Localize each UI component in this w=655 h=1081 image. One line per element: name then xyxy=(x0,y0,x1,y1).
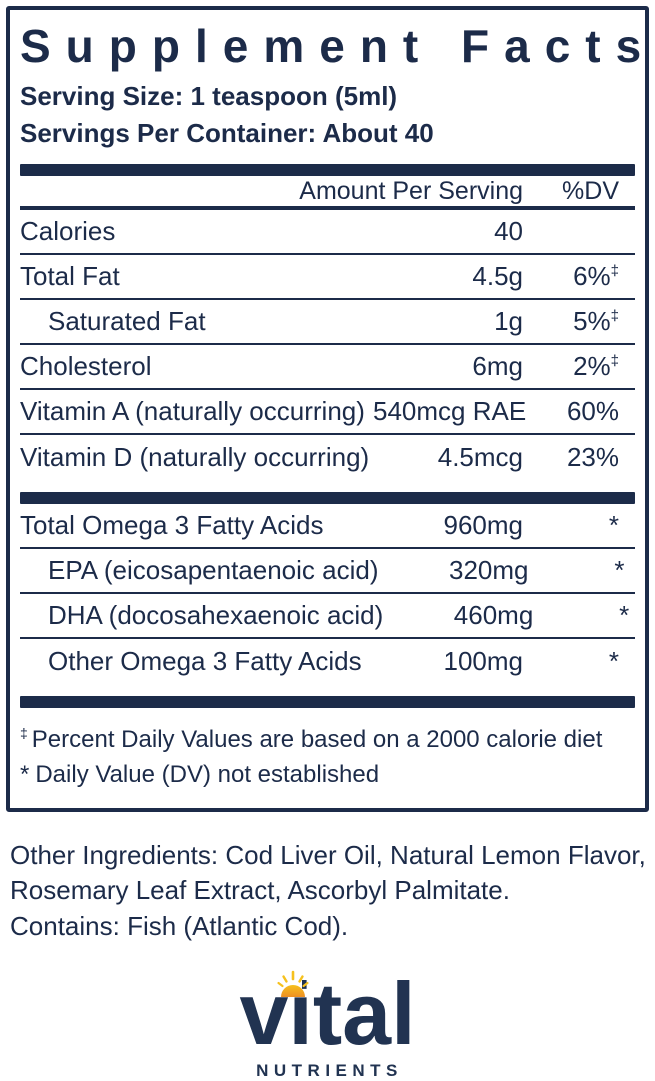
servings-per-container-line: Servings Per Container: About 40 xyxy=(20,118,434,148)
amount-value: 540mcg RAE xyxy=(373,396,527,426)
dv-text: 6% xyxy=(573,261,611,291)
table-row: Calories 40 xyxy=(20,210,635,255)
panel-title: Supplement Facts xyxy=(20,20,655,72)
table-row: Vitamin D (naturally occurring) 4.5mcg 2… xyxy=(20,435,635,480)
other-ingredients-section: Other Ingredients: Cod Liver Oil, Natura… xyxy=(10,838,655,944)
dv-text: * xyxy=(619,600,630,630)
row-label: Saturated Fat xyxy=(48,306,206,336)
amount-value: 960mg xyxy=(443,510,524,540)
amount-value: 460mg xyxy=(453,600,534,630)
amount-column-header: Amount Per Serving xyxy=(299,176,523,205)
amount-value: 4.5g xyxy=(472,261,523,291)
footnote-text: Percent Daily Values are based on a 2000… xyxy=(31,726,603,753)
table-row: Saturated Fat 1g 5%‡ xyxy=(20,300,635,345)
amount-value: 100mg xyxy=(443,646,524,676)
table-row: Total Fat 4.5g 6%‡ xyxy=(20,255,635,300)
dv-column-header: %DV xyxy=(562,176,619,205)
logo-subtext: NUTRIENTS xyxy=(256,1061,403,1080)
dv-footnote-mark: ‡ xyxy=(610,352,619,370)
footnote-dv-not-established: * Daily Value (DV) not established xyxy=(20,757,635,792)
amount-value: 4.5mcg xyxy=(437,442,523,472)
serving-size-line: Serving Size: 1 teaspoon (5ml) xyxy=(20,81,398,111)
dv-text: * xyxy=(614,555,625,585)
row-label: Vitamin A (naturally occurring) xyxy=(20,396,365,426)
amount-value: 40 xyxy=(494,216,523,246)
amount-value: 320mg xyxy=(449,555,529,585)
row-label: Calories xyxy=(20,216,116,246)
dv-value: 60% xyxy=(523,396,635,427)
thick-divider-top xyxy=(20,164,635,176)
allergen-contains-line: Contains: Fish (Atlantic Cod). xyxy=(10,911,349,941)
row-label: Vitamin D (naturally occurring) xyxy=(20,442,370,472)
table-row: Total Omega 3 Fatty Acids 960mg * xyxy=(20,504,635,549)
sun-icon xyxy=(277,970,310,997)
row-label: EPA (eicosapentaenoic acid) xyxy=(48,555,379,585)
table-row: Other Omega 3 Fatty Acids 100mg * xyxy=(20,639,635,684)
dv-value: * xyxy=(533,600,645,631)
table-header-row: Amount Per Serving %DV xyxy=(20,176,635,210)
footnote-mark: * xyxy=(20,761,30,788)
dv-text: 23% xyxy=(566,442,619,472)
footnote-daily-values: ‡ Percent Daily Values are based on a 200… xyxy=(20,716,635,757)
logo-text: vital xyxy=(239,964,416,1063)
dv-text: 2% xyxy=(573,351,611,381)
table-row: EPA (eicosapentaenoic acid) 320mg * xyxy=(20,549,635,594)
thick-divider-middle xyxy=(20,492,635,504)
row-label: Total Omega 3 Fatty Acids xyxy=(20,510,324,540)
dv-value: 23% xyxy=(523,442,635,473)
supplement-facts-panel: Supplement Facts Serving Size: 1 teaspoo… xyxy=(6,6,649,812)
table-row: DHA (docosahexaenoic acid) 460mg * xyxy=(20,594,635,639)
other-ingredients-line: Other Ingredients: Cod Liver Oil, Natura… xyxy=(10,840,655,870)
dv-value: * xyxy=(523,646,635,677)
dv-footnote-mark: ‡ xyxy=(610,307,619,325)
footnote-mark: ‡ xyxy=(20,725,28,741)
supplement-label-page: Supplement Facts Serving Size: 1 teaspoo… xyxy=(0,6,655,1080)
dv-value: 2%‡ xyxy=(523,351,635,382)
logo-wordmark: vital xyxy=(239,970,415,1058)
row-label: Total Fat xyxy=(20,261,120,291)
dv-text: 5% xyxy=(573,306,611,336)
dv-value: * xyxy=(523,510,635,541)
row-label: Cholesterol xyxy=(20,351,152,381)
other-ingredients-line: Rosemary Leaf Extract, Ascorbyl Palmitat… xyxy=(10,875,510,905)
dv-value: 5%‡ xyxy=(523,306,635,337)
brand-logo: vital NUTRIENTS xyxy=(0,970,655,1081)
dv-text: * xyxy=(608,646,619,676)
dv-footnote-mark: ‡ xyxy=(610,262,619,280)
dv-text: 60% xyxy=(566,396,619,426)
amount-value: 6mg xyxy=(472,351,523,381)
dv-value: * xyxy=(529,555,641,586)
table-row: Vitamin A (naturally occurring) 540mcg R… xyxy=(20,390,635,435)
table-row: Cholesterol 6mg 2%‡ xyxy=(20,345,635,390)
row-label: DHA (docosahexaenoic acid) xyxy=(48,600,384,630)
footnotes-section: ‡ Percent Daily Values are based on a 200… xyxy=(20,708,635,796)
row-label: Other Omega 3 Fatty Acids xyxy=(48,646,362,676)
dv-value: 6%‡ xyxy=(523,261,635,292)
footnote-text: Daily Value (DV) not established xyxy=(35,761,380,788)
amount-value: 1g xyxy=(494,306,523,336)
thick-divider-bottom xyxy=(20,696,635,708)
dv-text: * xyxy=(608,510,619,540)
